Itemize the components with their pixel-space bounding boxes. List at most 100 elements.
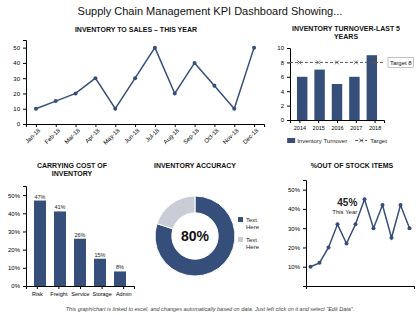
tick: Freight [50, 286, 68, 297]
dashboard-title: Supply Chain Management KPI Dashboard Sh… [78, 5, 343, 17]
tick-label: 10 [277, 45, 284, 51]
tick: 10 [13, 106, 26, 112]
tick: Service [71, 286, 89, 297]
panel-title: INVENTORY ACCURACY [154, 162, 236, 169]
tick-label: 10 [13, 106, 20, 112]
tick-mark [195, 124, 196, 127]
tick-mark [287, 91, 290, 92]
bar [114, 271, 126, 286]
panel-title-line: INVENTORY TURNOVER-LAST 5 [292, 25, 400, 32]
tick-label: Nov-18 [222, 127, 240, 145]
tick-mark [23, 213, 26, 214]
bar [349, 77, 359, 120]
bar [34, 201, 46, 286]
plot-area [290, 55, 384, 120]
point [153, 46, 157, 50]
point [345, 242, 349, 246]
tick-mark [23, 231, 26, 232]
point [354, 222, 358, 226]
point [173, 91, 177, 95]
tick-label: Admin [116, 291, 132, 297]
tick: 30 [13, 76, 26, 82]
tick: Jun-18 [123, 124, 141, 144]
tick-label: 10% [8, 265, 21, 271]
point [309, 265, 313, 269]
panel-title-line: INVENTORY [52, 170, 93, 177]
tick-label: 2016 [331, 125, 343, 131]
axis-line [23, 41, 27, 125]
tick-mark [23, 93, 26, 94]
point [327, 245, 331, 249]
bar [367, 55, 377, 120]
point [372, 226, 376, 230]
tick: 2014 [294, 120, 306, 131]
annotation: 45% [337, 197, 357, 208]
tick-label: 2014 [294, 125, 306, 131]
tick: 20 [13, 91, 26, 97]
tick-mark [23, 63, 26, 64]
legend-label-line: Text [246, 237, 257, 243]
tick-mark [23, 195, 26, 196]
tick-label: 40% [8, 211, 21, 217]
point [252, 46, 256, 50]
tick: 30% [288, 226, 306, 232]
tick-mark [36, 124, 37, 127]
point [390, 236, 394, 240]
panel: CARRYING COST OFINVENTORY0%10%20%30%40%5… [8, 162, 135, 297]
tick-mark [287, 62, 290, 63]
tick-label: Dec-18 [242, 127, 260, 145]
tick-mark [123, 286, 124, 289]
panel-title-line: YEARS [334, 33, 358, 40]
point [113, 107, 117, 111]
tick-label: 40% [288, 206, 301, 212]
tick: Dec-18 [242, 124, 260, 145]
point [408, 226, 412, 230]
tick-mark [337, 120, 338, 123]
tick: 10% [288, 264, 306, 270]
tick-label: 50 [13, 45, 20, 51]
legend-label-line: Here [246, 224, 260, 230]
tick-label: Storage [92, 291, 111, 297]
data-label: 26% [74, 232, 85, 238]
center-label: 80% [181, 228, 210, 244]
slice [157, 196, 195, 229]
point [93, 76, 97, 80]
tick-mark [23, 124, 26, 125]
tick-mark [356, 120, 357, 123]
point [381, 203, 385, 207]
target-label-box [388, 57, 414, 67]
panel-title: %OUT OF STOCK ITEMS [311, 162, 394, 169]
tick: Admin [116, 286, 132, 297]
tick-mark [80, 286, 81, 289]
axis-line [287, 49, 291, 121]
bar [94, 259, 106, 286]
tick: Nov-18 [222, 124, 240, 145]
tick: 20% [8, 247, 26, 253]
tick: 40% [8, 211, 26, 217]
panel: INVENTORY TO SALES – THIS YEAR0102030405… [13, 26, 264, 146]
legend-label: Target [370, 138, 387, 144]
panel-title-line: %OUT OF STOCK ITEMS [311, 162, 394, 169]
point [336, 222, 340, 226]
data-label: 47% [34, 194, 45, 200]
axis-line [303, 181, 307, 287]
tick: 0% [11, 283, 26, 289]
panel-title: CARRYING COST OFINVENTORY [37, 162, 108, 177]
tick-mark [23, 109, 26, 110]
target-marker [354, 60, 358, 64]
tick-mark [102, 286, 103, 289]
target-label-text: Target 8 [390, 60, 412, 66]
tick: Oct-18 [203, 124, 220, 144]
tick-mark [254, 124, 255, 127]
tick: 2016 [331, 120, 343, 131]
point [212, 84, 216, 88]
plot-area [34, 201, 126, 286]
tick: Apr-18 [84, 124, 101, 144]
tick: 4 [281, 89, 290, 95]
tick: Aug-18 [162, 124, 180, 145]
tick-mark [214, 124, 215, 127]
tick: Mar-18 [63, 124, 81, 145]
tick-label: Risk [32, 291, 43, 297]
tick-mark [76, 124, 77, 127]
point [34, 107, 38, 111]
